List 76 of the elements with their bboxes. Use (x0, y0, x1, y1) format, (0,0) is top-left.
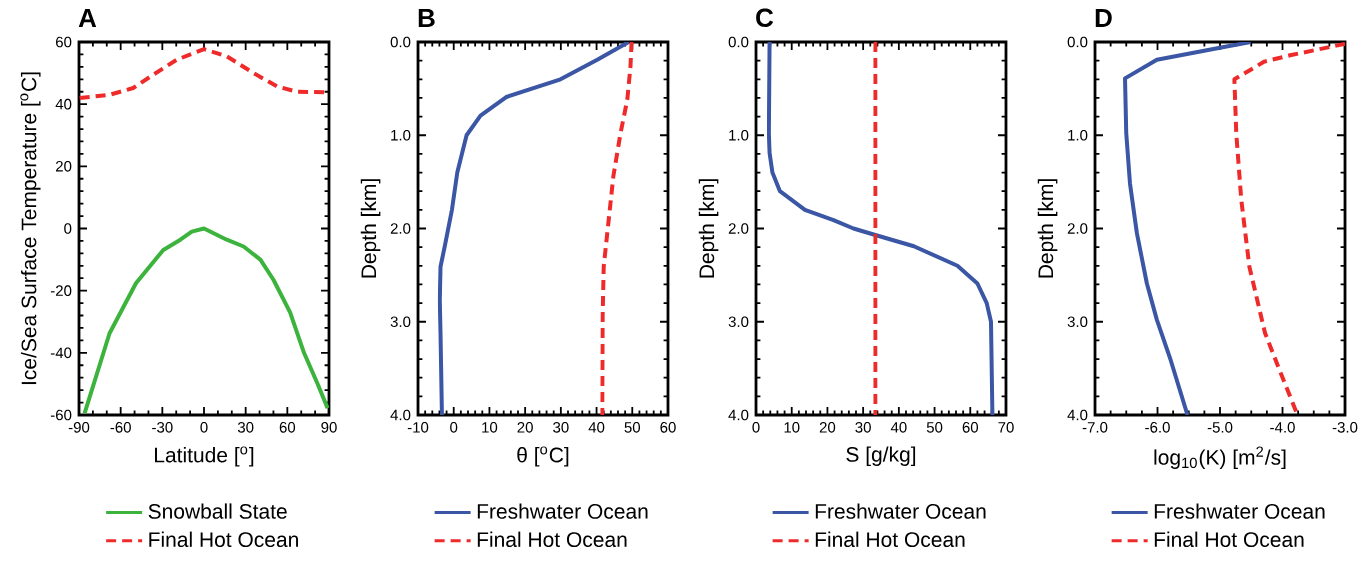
chart-title: B (418, 9, 435, 27)
x-tick-label: 10 (784, 422, 800, 433)
x-tick-label: -30 (152, 422, 173, 433)
x-tick-label: 40 (890, 422, 907, 433)
chart-title: A (78, 9, 97, 27)
y-tick-label: 3.0 (1067, 316, 1088, 328)
x-tick-label: -90 (68, 422, 90, 433)
x-axis-title: log$_{10}$(K) [m$^{2}$/s] (1154, 446, 1286, 469)
x-tick-label: -60 (110, 422, 131, 433)
x-tick-label: 30 (237, 422, 254, 433)
x-axis-title: θ [$^{o}$C] (517, 446, 569, 467)
y-tick-label: 4.0 (1067, 409, 1088, 421)
legend-label: Freshwater Ocean (815, 503, 986, 519)
x-tick-label: 60 (279, 422, 296, 433)
y-tick-label: 60 (56, 36, 72, 48)
y-tick-label: 1.0 (1068, 129, 1088, 141)
x-tick-label: -4.0 (1270, 422, 1295, 433)
line-series (766, 41, 995, 415)
legend-label: Snowball State (148, 503, 287, 519)
x-tick-label: 20 (517, 422, 533, 433)
y-tick-label: 3.0 (390, 316, 411, 328)
x-tick-label: 30 (553, 422, 569, 433)
x-tick-label: -3.0 (1332, 422, 1358, 433)
y-tick-label: 2.0 (1067, 223, 1088, 234)
x-tick-label: 0 (752, 422, 760, 433)
x-tick-label: 70 (998, 422, 1014, 433)
line-series (437, 41, 631, 415)
x-tick-label: -6.0 (1145, 422, 1170, 433)
y-axis-title: Ice/Sea Surface Temperature [$^{o}$C] (20, 72, 41, 385)
y-tick-label: 4.0 (728, 409, 749, 421)
x-tick-label: -10 (407, 422, 429, 433)
y-tick-label: 0.0 (390, 36, 411, 48)
line-series (600, 41, 634, 415)
y-tick-label: 0 (64, 223, 72, 234)
y-tick-label: 1.0 (729, 129, 749, 141)
y-tick-label: 3.0 (728, 316, 749, 328)
x-tick-label: -5.0 (1207, 422, 1233, 433)
y-tick-label: 1.0 (391, 129, 411, 141)
y-tick-label: -40 (50, 347, 72, 359)
y-axis-title: Depth [km] (698, 179, 719, 278)
line-series (1123, 41, 1253, 415)
x-tick-label: 50 (926, 422, 943, 433)
legend-label: Final Hot Ocean (815, 531, 965, 548)
x-tick-label: 60 (660, 422, 676, 433)
y-axis-title: Depth [km] (360, 179, 381, 278)
y-tick-label: 0.0 (728, 36, 749, 48)
line-series (1232, 41, 1346, 415)
x-tick-label: 40 (588, 422, 605, 433)
x-tick-label: 60 (962, 422, 979, 433)
y-tick-label: -20 (50, 285, 72, 296)
y-axis-title: Depth [km] (1037, 179, 1058, 278)
y-tick-label: 20 (56, 161, 72, 172)
legend-label: Final Hot Ocean (1154, 531, 1304, 548)
legend-label: Freshwater Ocean (1154, 503, 1325, 519)
chart-title: D (1095, 9, 1112, 27)
y-tick-label: 2.0 (728, 223, 749, 234)
x-tick-label: -7.0 (1082, 422, 1108, 433)
chart-title: C (756, 8, 774, 27)
x-tick-label: 0 (450, 422, 458, 433)
x-axis-title: S [g/kg] (846, 446, 916, 466)
legend-label: Freshwater Ocean (477, 503, 648, 519)
legend-label: Final Hot Ocean (477, 531, 627, 548)
y-tick-label: 2.0 (390, 223, 411, 234)
x-tick-label: 50 (624, 422, 641, 433)
y-tick-label: 4.0 (390, 409, 411, 421)
x-tick-label: 20 (819, 422, 836, 433)
x-tick-label: 0 (200, 422, 208, 433)
y-tick-label: 0.0 (1067, 36, 1088, 48)
x-tick-label: 30 (855, 422, 871, 433)
line-series (82, 226, 329, 415)
x-tick-label: 10 (482, 422, 498, 433)
y-tick-label: 40 (55, 98, 72, 110)
x-tick-label: 90 (321, 422, 337, 433)
legend-label: Final Hot Ocean (149, 531, 298, 548)
x-axis-title: Latitude [$^{o}$] (155, 446, 254, 467)
y-tick-label: -60 (50, 409, 72, 421)
